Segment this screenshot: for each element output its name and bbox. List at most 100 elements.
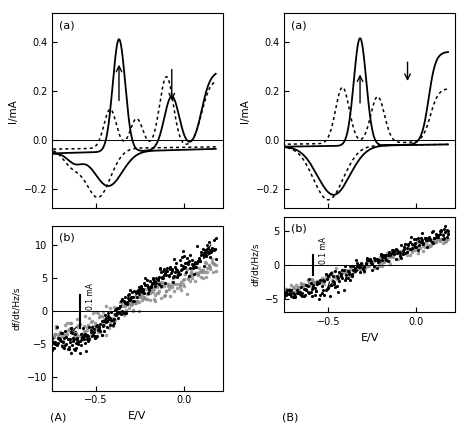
Point xyxy=(400,247,407,253)
Point xyxy=(328,270,335,276)
Point xyxy=(367,258,375,265)
Point xyxy=(117,308,125,315)
Point xyxy=(338,269,346,276)
Point xyxy=(334,274,342,281)
Point xyxy=(114,309,122,316)
Point xyxy=(94,309,101,316)
Point xyxy=(101,312,109,319)
Point xyxy=(83,336,91,343)
Point xyxy=(336,269,343,276)
Point xyxy=(208,246,215,253)
Point xyxy=(111,316,119,323)
Point xyxy=(320,292,328,299)
Point xyxy=(153,279,160,286)
Point xyxy=(284,287,292,294)
Point xyxy=(109,323,117,330)
Point xyxy=(161,291,169,298)
Point xyxy=(189,271,196,278)
Point xyxy=(187,264,194,271)
Point xyxy=(360,263,368,270)
Point xyxy=(125,290,133,297)
Point xyxy=(381,251,389,258)
Point xyxy=(395,256,402,263)
Point xyxy=(316,292,324,299)
Point xyxy=(99,309,107,316)
Point xyxy=(110,310,118,317)
Point xyxy=(301,281,308,288)
Point xyxy=(179,262,187,269)
Point xyxy=(55,335,63,342)
Point xyxy=(418,239,425,246)
Point xyxy=(138,289,146,296)
Point xyxy=(179,248,187,255)
Point xyxy=(295,285,303,292)
Point xyxy=(163,267,170,274)
Point xyxy=(103,315,111,322)
Point xyxy=(318,283,325,290)
Point xyxy=(153,274,160,281)
Point xyxy=(307,283,315,289)
Point xyxy=(97,327,104,334)
Point xyxy=(96,323,103,330)
Point xyxy=(212,255,219,262)
Point xyxy=(86,324,93,331)
Point xyxy=(282,288,290,295)
Point xyxy=(378,263,386,270)
Point xyxy=(133,293,140,300)
Point xyxy=(182,269,190,276)
Point xyxy=(351,267,358,274)
Point xyxy=(375,258,383,265)
Point xyxy=(292,292,299,299)
Point xyxy=(87,318,94,325)
Point xyxy=(309,276,316,283)
Point xyxy=(210,260,218,267)
Point xyxy=(328,281,335,288)
Point xyxy=(282,286,290,293)
Point xyxy=(426,243,434,250)
Point xyxy=(49,345,57,352)
Point xyxy=(416,245,424,252)
Point xyxy=(52,339,59,346)
Point xyxy=(363,257,371,264)
Point xyxy=(422,236,430,243)
Point xyxy=(73,339,80,346)
Point xyxy=(180,283,188,289)
Point xyxy=(112,312,119,319)
Point xyxy=(348,263,356,270)
Point xyxy=(62,328,69,335)
Point xyxy=(118,296,126,302)
Point xyxy=(165,281,173,288)
Point xyxy=(141,289,148,296)
Point xyxy=(209,259,217,266)
Point xyxy=(191,263,199,270)
Point xyxy=(323,286,331,293)
Point xyxy=(175,281,182,288)
Point xyxy=(66,335,73,342)
Point xyxy=(292,293,299,300)
Point xyxy=(365,256,372,263)
Point xyxy=(180,252,188,259)
Point xyxy=(404,247,412,254)
Point xyxy=(205,238,213,245)
Point xyxy=(104,309,112,316)
Point xyxy=(163,288,170,295)
Point xyxy=(284,287,292,294)
Point xyxy=(51,340,58,347)
Point xyxy=(160,283,167,289)
Point xyxy=(201,247,209,253)
Point xyxy=(159,275,167,282)
Point xyxy=(142,296,149,302)
Point xyxy=(84,332,92,339)
Point xyxy=(410,245,417,252)
Point xyxy=(194,258,202,265)
Point xyxy=(182,270,189,277)
Point xyxy=(73,335,81,342)
Point xyxy=(193,243,201,250)
Point xyxy=(325,272,332,279)
Point xyxy=(94,329,101,335)
Point xyxy=(413,244,420,251)
Point xyxy=(52,340,59,347)
Point xyxy=(419,240,427,247)
Point xyxy=(111,307,118,314)
Point xyxy=(178,253,185,260)
